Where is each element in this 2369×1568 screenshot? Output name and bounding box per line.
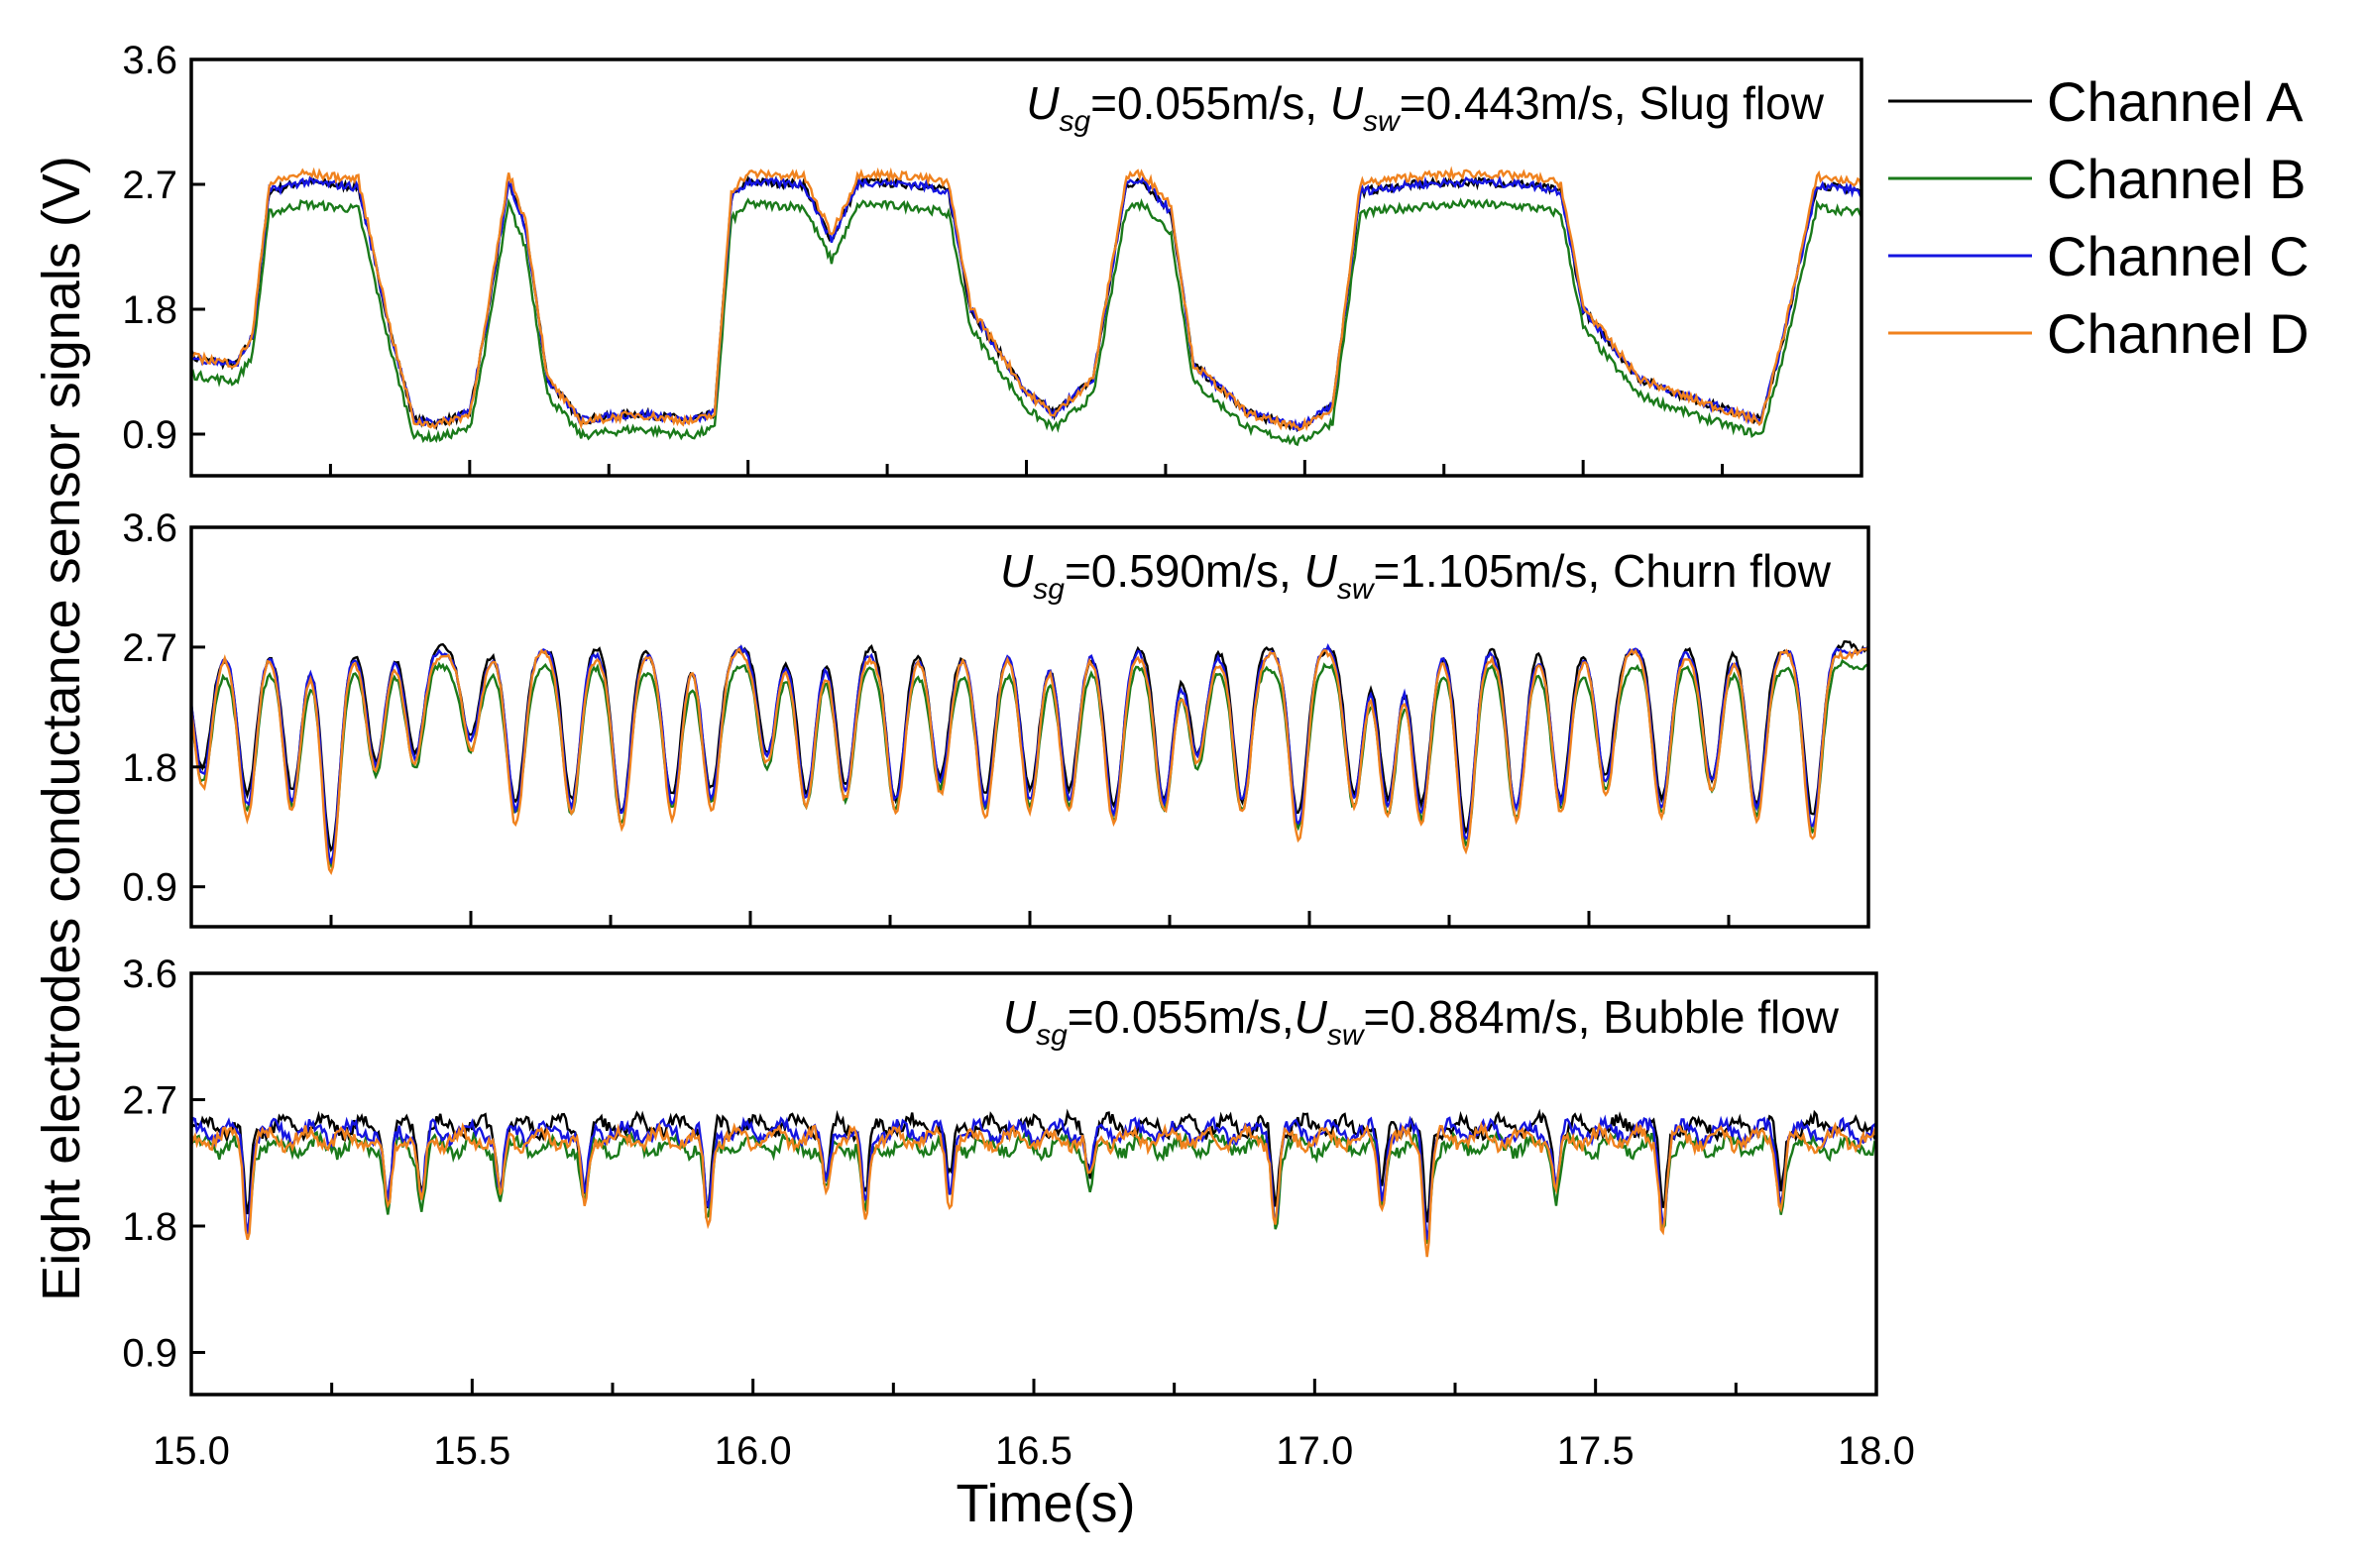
annotation-part-sym1: U bbox=[1000, 545, 1034, 597]
x-tick-label: 16.0 bbox=[715, 1429, 792, 1473]
y-tick-label: 0.9 bbox=[122, 413, 177, 457]
flow-annotation: Usg=0.590m/s, Usw=1.105m/s, Churn flow bbox=[1000, 545, 1832, 606]
annotation-part-sym2: U bbox=[1295, 991, 1328, 1043]
x-axis-title: Time(s) bbox=[957, 1474, 1136, 1533]
legend: Channel A Channel B Channel C Channel D bbox=[1888, 70, 2310, 365]
panel-top: 0.9 1.8 2.7 3.6 Usg=0.055m/s, Usw=0.443m/s, … bbox=[122, 39, 1863, 478]
series-line-channel-c bbox=[191, 1114, 1876, 1240]
y-tick-label: 3.6 bbox=[122, 506, 177, 550]
annotation-part-sub1: sg bbox=[1033, 573, 1065, 606]
x-tick-label: 15.0 bbox=[153, 1429, 230, 1473]
series-line-channel-a bbox=[191, 1108, 1876, 1223]
legend-label: Channel B bbox=[2047, 148, 2307, 210]
x-tick-label: 16.5 bbox=[995, 1429, 1072, 1473]
x-tick-label: 18.0 bbox=[1838, 1429, 1915, 1473]
legend-label: Channel D bbox=[2047, 302, 2310, 365]
y-tick-label: 1.8 bbox=[122, 288, 177, 332]
series-line-channel-d bbox=[191, 1121, 1876, 1258]
series-line-channel-b bbox=[191, 658, 1868, 869]
legend-label: Channel C bbox=[2047, 225, 2310, 287]
annotation-part-tail: =0.884m/s, Bubble flow bbox=[1364, 991, 1840, 1043]
annotation-part-sym1: U bbox=[1003, 991, 1037, 1043]
annotation-part-sym1: U bbox=[1026, 77, 1060, 129]
y-tick-label: 3.6 bbox=[122, 39, 177, 82]
y-tick-label: 0.9 bbox=[122, 1332, 177, 1376]
annotation-part-mid: =0.055m/s, bbox=[1090, 77, 1330, 129]
y-axis-title: Eight electrodes conductance sensor sign… bbox=[32, 156, 91, 1301]
series-line-channel-a bbox=[191, 640, 1868, 853]
x-tick-labels: 15.0 15.5 16.0 16.5 17.0 17.5 18.0 bbox=[153, 1429, 1915, 1473]
x-tick-label: 17.5 bbox=[1557, 1429, 1635, 1473]
x-tick-label: 17.0 bbox=[1276, 1429, 1353, 1473]
y-tick-label: 3.6 bbox=[122, 952, 177, 996]
y-tick-label: 2.7 bbox=[122, 1079, 177, 1123]
annotation-part-sub1: sg bbox=[1036, 1019, 1068, 1052]
legend-label: Channel A bbox=[2047, 70, 2304, 133]
annotation-part-sym2: U bbox=[1304, 545, 1338, 597]
annotation-part-sym2: U bbox=[1330, 77, 1364, 129]
y-tick-label: 1.8 bbox=[122, 746, 177, 790]
annotation-part-tail: =0.443m/s, Slug flow bbox=[1400, 77, 1825, 129]
series-line-channel-d bbox=[191, 646, 1868, 875]
annotation-part-sub2: sw bbox=[1337, 573, 1376, 606]
flow-annotation: Usg=0.055m/s,Usw=0.884m/s, Bubble flow bbox=[1003, 991, 1840, 1052]
series-line-channel-d bbox=[191, 166, 1861, 432]
annotation-part-mid: =0.590m/s, bbox=[1065, 545, 1304, 597]
panel-middle: 0.9 1.8 2.7 3.6 Usg=0.590m/s, Usw=1.105m/s, … bbox=[122, 506, 1870, 929]
series-line-channel-c bbox=[191, 643, 1868, 865]
y-tick-label: 2.7 bbox=[122, 164, 177, 207]
x-tick-label: 15.5 bbox=[433, 1429, 510, 1473]
annotation-part-tail: =1.105m/s, Churn flow bbox=[1373, 545, 1831, 597]
y-tick-label: 2.7 bbox=[122, 626, 177, 670]
annotation-part-sub2: sw bbox=[1327, 1019, 1366, 1052]
y-tick-label: 0.9 bbox=[122, 866, 177, 910]
annotation-part-sub1: sg bbox=[1059, 105, 1090, 138]
annotation-part-sub2: sw bbox=[1363, 105, 1402, 138]
flow-annotation: Usg=0.055m/s, Usw=0.443m/s, Slug flow bbox=[1026, 77, 1825, 138]
annotation-part-mid: =0.055m/s, bbox=[1068, 991, 1295, 1043]
series-line-channel-b bbox=[191, 197, 1861, 447]
y-tick-label: 1.8 bbox=[122, 1205, 177, 1249]
